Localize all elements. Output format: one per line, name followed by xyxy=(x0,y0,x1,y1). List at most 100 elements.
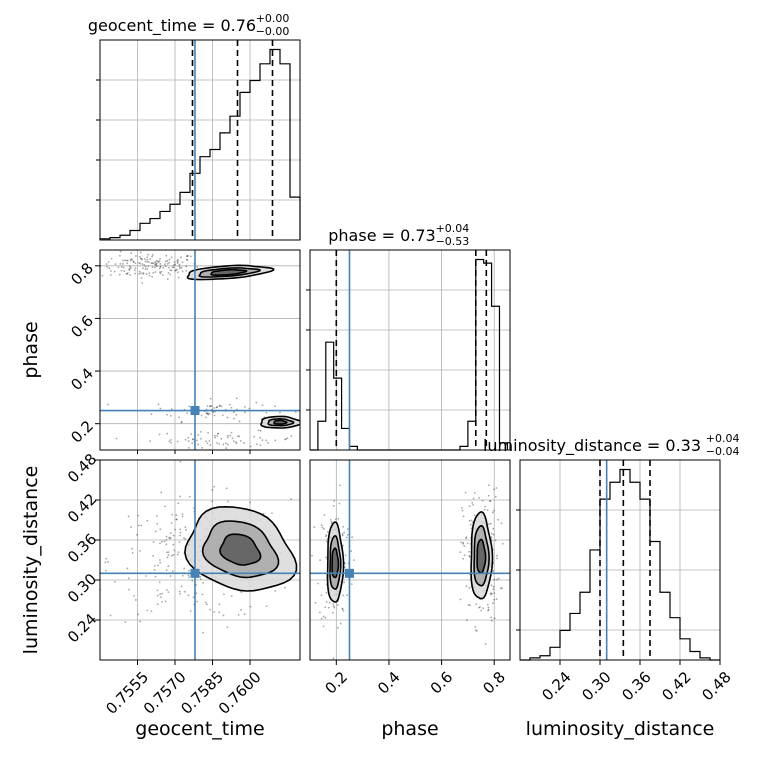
title-minus: −0.04 xyxy=(706,445,740,458)
sample-point xyxy=(464,491,467,494)
sample-point xyxy=(284,438,287,441)
sample-point xyxy=(134,599,137,601)
title-plus: +0.00 xyxy=(256,12,290,25)
sample-point xyxy=(339,484,341,487)
sample-point xyxy=(216,435,219,437)
sample-point xyxy=(207,413,210,416)
sample-point xyxy=(237,613,240,616)
sample-point xyxy=(139,251,142,254)
sample-point xyxy=(206,603,208,606)
sample-point xyxy=(167,272,170,274)
sample-point xyxy=(226,443,229,446)
sample-point xyxy=(499,587,502,590)
sample-point xyxy=(342,609,345,612)
sample-point xyxy=(130,252,133,254)
sample-point xyxy=(473,492,476,494)
sample-point xyxy=(159,561,162,564)
sample-point xyxy=(492,527,495,530)
sample-point xyxy=(327,606,330,609)
sample-point xyxy=(212,411,215,414)
sample-point xyxy=(213,407,216,409)
sample-point xyxy=(142,273,145,275)
y-tick-label-phase: 0.2 xyxy=(67,417,97,447)
sample-point xyxy=(139,262,142,265)
sample-point xyxy=(106,265,109,268)
sample-point xyxy=(290,435,293,438)
sample-point xyxy=(187,440,190,443)
sample-point xyxy=(337,517,340,520)
contour-line xyxy=(326,521,345,603)
sample-point xyxy=(463,545,466,548)
sample-point xyxy=(265,439,268,442)
sample-point xyxy=(243,613,246,616)
sample-point xyxy=(222,443,225,446)
sample-point xyxy=(168,536,170,539)
sample-point xyxy=(134,267,137,270)
sample-point xyxy=(496,554,498,557)
x-tick-label-luminosity_distance: 0.24 xyxy=(538,668,574,704)
sample-point xyxy=(267,442,269,444)
sample-point xyxy=(493,598,496,601)
sample-point xyxy=(178,590,181,593)
sample-point xyxy=(120,269,123,272)
sample-point xyxy=(496,557,498,560)
sample-point xyxy=(170,269,173,272)
sample-point xyxy=(180,420,183,423)
sample-point xyxy=(240,609,242,611)
sample-point xyxy=(486,509,489,511)
panel-phase__luminosity_distance xyxy=(309,459,511,661)
contour-line xyxy=(219,533,262,566)
sample-point xyxy=(180,256,182,259)
sample-point xyxy=(186,255,189,257)
x-axis-label-luminosity_distance: luminosity_distance xyxy=(526,718,715,740)
sample-point xyxy=(122,259,124,262)
x-tick-label-phase: 0.6 xyxy=(427,668,457,698)
title-text: luminosity_distance = 0.33 xyxy=(483,436,701,456)
sample-point xyxy=(209,608,212,611)
sample-point xyxy=(110,270,112,272)
sample-point xyxy=(325,534,328,536)
sample-point xyxy=(181,574,184,577)
sample-point xyxy=(205,416,207,419)
sample-point xyxy=(468,555,471,558)
sample-point xyxy=(332,611,334,614)
sample-point xyxy=(167,551,170,554)
sample-point xyxy=(481,499,484,502)
sample-point xyxy=(157,403,160,406)
sample-point xyxy=(168,258,171,261)
sample-point xyxy=(352,559,355,562)
title-phase: phase = 0.73 +0.04−0.53 xyxy=(328,222,469,248)
sample-point xyxy=(323,513,326,516)
sample-point xyxy=(196,439,198,442)
sample-point xyxy=(166,278,169,280)
sample-point xyxy=(159,262,162,265)
sample-point xyxy=(199,578,202,581)
sample-point xyxy=(461,509,464,512)
sample-point xyxy=(158,267,161,270)
sample-point xyxy=(490,532,493,535)
sample-point xyxy=(482,607,485,610)
sample-point xyxy=(185,265,188,268)
sample-point xyxy=(483,508,486,511)
sample-point xyxy=(259,444,262,447)
sample-point xyxy=(118,254,121,257)
sample-point xyxy=(341,534,344,537)
sample-point xyxy=(304,546,306,548)
sample-point xyxy=(173,261,176,263)
contour-line xyxy=(210,268,248,277)
sample-point xyxy=(249,501,252,504)
sample-point xyxy=(125,272,128,275)
sample-point xyxy=(126,262,129,265)
contour-line xyxy=(201,520,280,579)
sample-point xyxy=(170,532,172,534)
sample-point xyxy=(208,440,211,442)
sample-point xyxy=(478,606,480,609)
sample-point xyxy=(127,577,130,580)
sample-point xyxy=(132,260,135,263)
sample-point xyxy=(172,553,175,556)
sample-point xyxy=(143,264,146,266)
sample-point xyxy=(256,443,258,446)
sample-point xyxy=(492,570,495,572)
sample-point xyxy=(170,256,173,259)
sample-point xyxy=(319,559,322,561)
